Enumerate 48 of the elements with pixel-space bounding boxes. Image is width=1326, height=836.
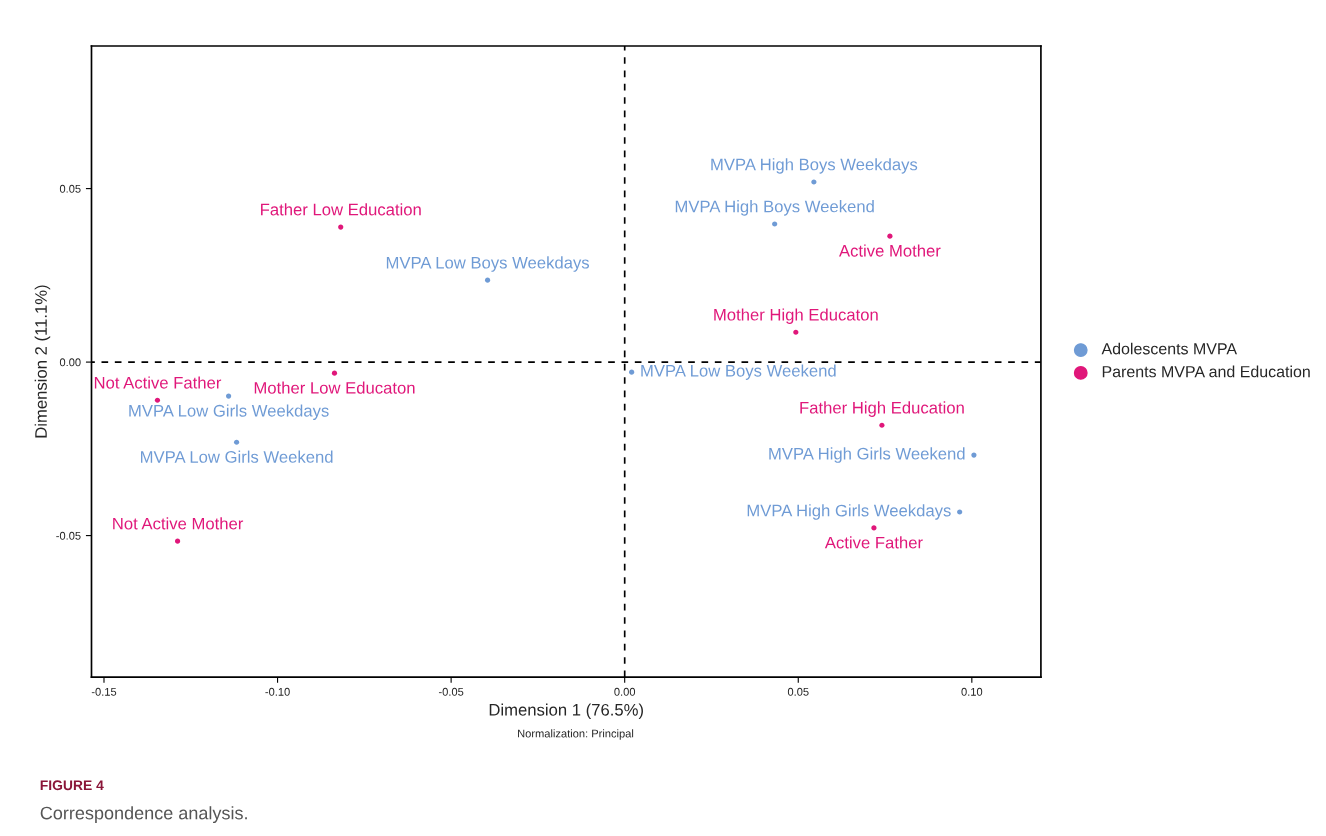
x-tick-label: 0.00 — [614, 687, 636, 696]
x-tick-label: 0.05 — [787, 687, 809, 696]
x-tick-label: -0.05 — [438, 687, 464, 696]
y-axis-title: Dimension 2 (11.1%) — [34, 285, 51, 438]
text: Normalization: Principal — [518, 729, 634, 740]
x-tick-label: -0.15 — [91, 687, 117, 696]
y-tick-label: 0.00 — [59, 358, 81, 367]
y-tick-label: -0.05 — [56, 531, 81, 540]
legend-label: Adolescents MVPA — [1101, 342, 1238, 355]
annotation: Active Mother — [839, 244, 941, 257]
x-axis-title: Dimension 1 (76.5%) — [489, 703, 643, 720]
y-tick-label: 0.05 — [59, 184, 81, 193]
point — [871, 525, 877, 531]
point — [226, 393, 232, 399]
annotation: MVPA Low Boys Weekdays — [386, 256, 590, 272]
x-tick-label: 0.10 — [961, 687, 983, 696]
annotation: MVPA Low Boys Weekend — [641, 364, 836, 380]
annotation: Not Active Father — [94, 376, 222, 389]
annotation: Not Active Mother — [113, 517, 244, 530]
annotation: MVPA High Girls Weekdays — [747, 504, 951, 520]
annotation: MVPA Low Girls Weekend — [141, 450, 333, 463]
annotation: Father High Education — [800, 401, 964, 417]
annotation: Mother High Educaton — [714, 308, 878, 324]
text: Correspondence analysis. — [40, 806, 247, 824]
point — [331, 370, 338, 376]
point — [811, 179, 817, 185]
point — [887, 233, 893, 239]
annotation: Active Father — [824, 536, 923, 549]
caption: FIGURE 4 — [40, 780, 104, 791]
legend-label: Parents MVPA and Education — [1102, 365, 1310, 378]
x-tick-label: -0.10 — [265, 687, 290, 696]
annotation: MVPA High Boys Weekend — [675, 200, 874, 216]
point — [154, 397, 161, 403]
point — [957, 509, 963, 515]
point — [793, 329, 799, 335]
point — [629, 369, 635, 375]
annotation: Father Low Education — [261, 203, 421, 216]
point — [772, 221, 778, 227]
point — [879, 422, 885, 428]
point — [338, 224, 344, 230]
point — [174, 538, 181, 544]
annotation: MVPA High Girls Weekend — [769, 447, 965, 463]
point — [971, 452, 977, 458]
point — [234, 439, 240, 445]
annotation: MVPA High Boys Weekdays — [711, 158, 918, 174]
annotation: MVPA Low Girls Weekdays — [129, 404, 329, 420]
point — [484, 277, 491, 283]
annotation: Mother Low Educaton — [254, 381, 415, 394]
